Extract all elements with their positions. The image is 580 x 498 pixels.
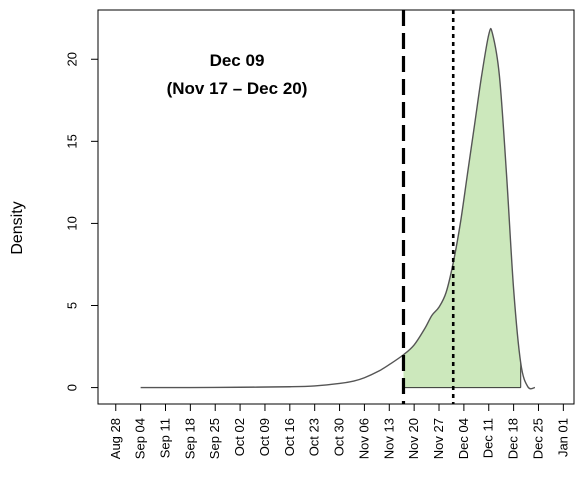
x-tick-label-oct-09: Oct 09 [257,418,272,456]
x-axis: Aug 28 Sep 04 Sep 11 Sep 18 Sep 25 Oct 02 Oct … [108,404,570,459]
y-tick-label-5: 5 [64,302,79,309]
x-tick-label-oct-23: Oct 23 [307,418,322,456]
density-curve [140,27,536,390]
shaded-interval-fill [403,28,521,388]
x-tick-label-dec-25: Dec 25 [530,418,545,459]
annotation-peak-date: Dec 09 [210,51,265,70]
y-tick-label-15: 15 [64,134,79,148]
x-tick-label-sep-18: Sep 18 [182,418,197,459]
y-axis: 0 5 10 15 20 [64,52,98,391]
density-curve-layer [140,27,536,390]
x-tick-label-jan-01: Jan 01 [555,418,570,457]
y-tick-label-0: 0 [64,384,79,391]
plot-frame [97,9,575,405]
x-tick-label-dec-04: Dec 04 [456,418,471,459]
y-tick-label-10: 10 [64,216,79,230]
x-tick-label-sep-25: Sep 25 [207,418,222,459]
x-tick-label-dec-11: Dec 11 [481,418,496,458]
x-tick-label-sep-04: Sep 04 [133,418,148,459]
x-tick-label-dec-18: Dec 18 [506,418,521,459]
x-tick-label-nov-27: Nov 27 [431,418,446,459]
x-tick-label-aug-28: Aug 28 [108,418,123,459]
annotation-interval: (Nov 17 – Dec 20) [167,79,308,98]
x-tick-label-nov-13: Nov 13 [381,418,396,459]
y-tick-label-20: 20 [64,52,79,66]
x-tick-label-oct-02: Oct 02 [232,418,247,456]
y-axis-label: Density [9,201,26,254]
x-tick-label-oct-16: Oct 16 [282,418,297,456]
x-tick-label-oct-30: Oct 30 [332,418,347,456]
x-tick-label-nov-20: Nov 20 [406,418,421,459]
x-tick-label-sep-11: Sep 11 [157,418,172,458]
reference-lines [401,10,455,404]
x-tick-label-nov-06: Nov 06 [356,418,371,459]
